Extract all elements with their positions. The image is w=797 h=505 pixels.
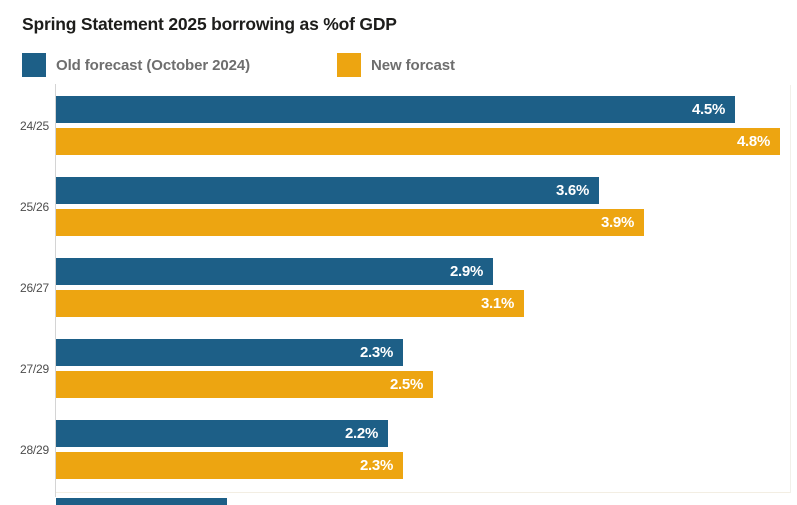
right-gridline (790, 85, 791, 493)
category-label: 24/25 (19, 119, 49, 133)
bar-value-label: 2.3% (360, 344, 393, 361)
category-label: 28/29 (19, 443, 49, 457)
bar-value-label: 4.8% (737, 133, 770, 150)
bar-new-forecast: 2.3% (56, 452, 403, 479)
bar-value-label: 3.6% (556, 182, 589, 199)
legend-swatch-new-forecast (337, 53, 361, 77)
legend-item-old-forecast: Old forecast (October 2024) (22, 52, 250, 78)
category-label: 27/29 (19, 362, 49, 376)
bar-old-forecast: 2.2% (56, 420, 388, 447)
bar-value-label: 2.9% (450, 263, 483, 280)
partial-cropped-bar (56, 498, 227, 505)
bar-value-label: 3.9% (601, 214, 634, 231)
bottom-gridline (56, 492, 790, 493)
legend-swatch-old-forecast (22, 53, 46, 77)
chart-title: Spring Statement 2025 borrowing as %of G… (22, 14, 397, 34)
bar-new-forecast: 4.8% (56, 128, 780, 155)
bar-value-label: 4.5% (692, 101, 725, 118)
bar-old-forecast: 2.3% (56, 339, 403, 366)
bar-old-forecast: 2.9% (56, 258, 493, 285)
category-label: 26/27 (19, 281, 49, 295)
legend-item-new-forecast: New forcast (337, 52, 455, 78)
category-label: 25/26 (19, 200, 49, 214)
legend-label-old-forecast: Old forecast (October 2024) (56, 56, 251, 74)
legend-label-new-forecast: New forcast (371, 56, 455, 74)
bar-value-label: 2.2% (345, 425, 378, 442)
y-axis-line (55, 84, 56, 497)
bar-value-label: 2.3% (360, 457, 393, 474)
bar-new-forecast: 2.5% (56, 371, 433, 398)
bar-value-label: 2.5% (390, 376, 423, 393)
bar-old-forecast: 3.6% (56, 177, 599, 204)
bar-new-forecast: 3.9% (56, 209, 644, 236)
bar-value-label: 3.1% (481, 295, 514, 312)
bar-old-forecast: 4.5% (56, 96, 735, 123)
bar-new-forecast: 3.1% (56, 290, 524, 317)
